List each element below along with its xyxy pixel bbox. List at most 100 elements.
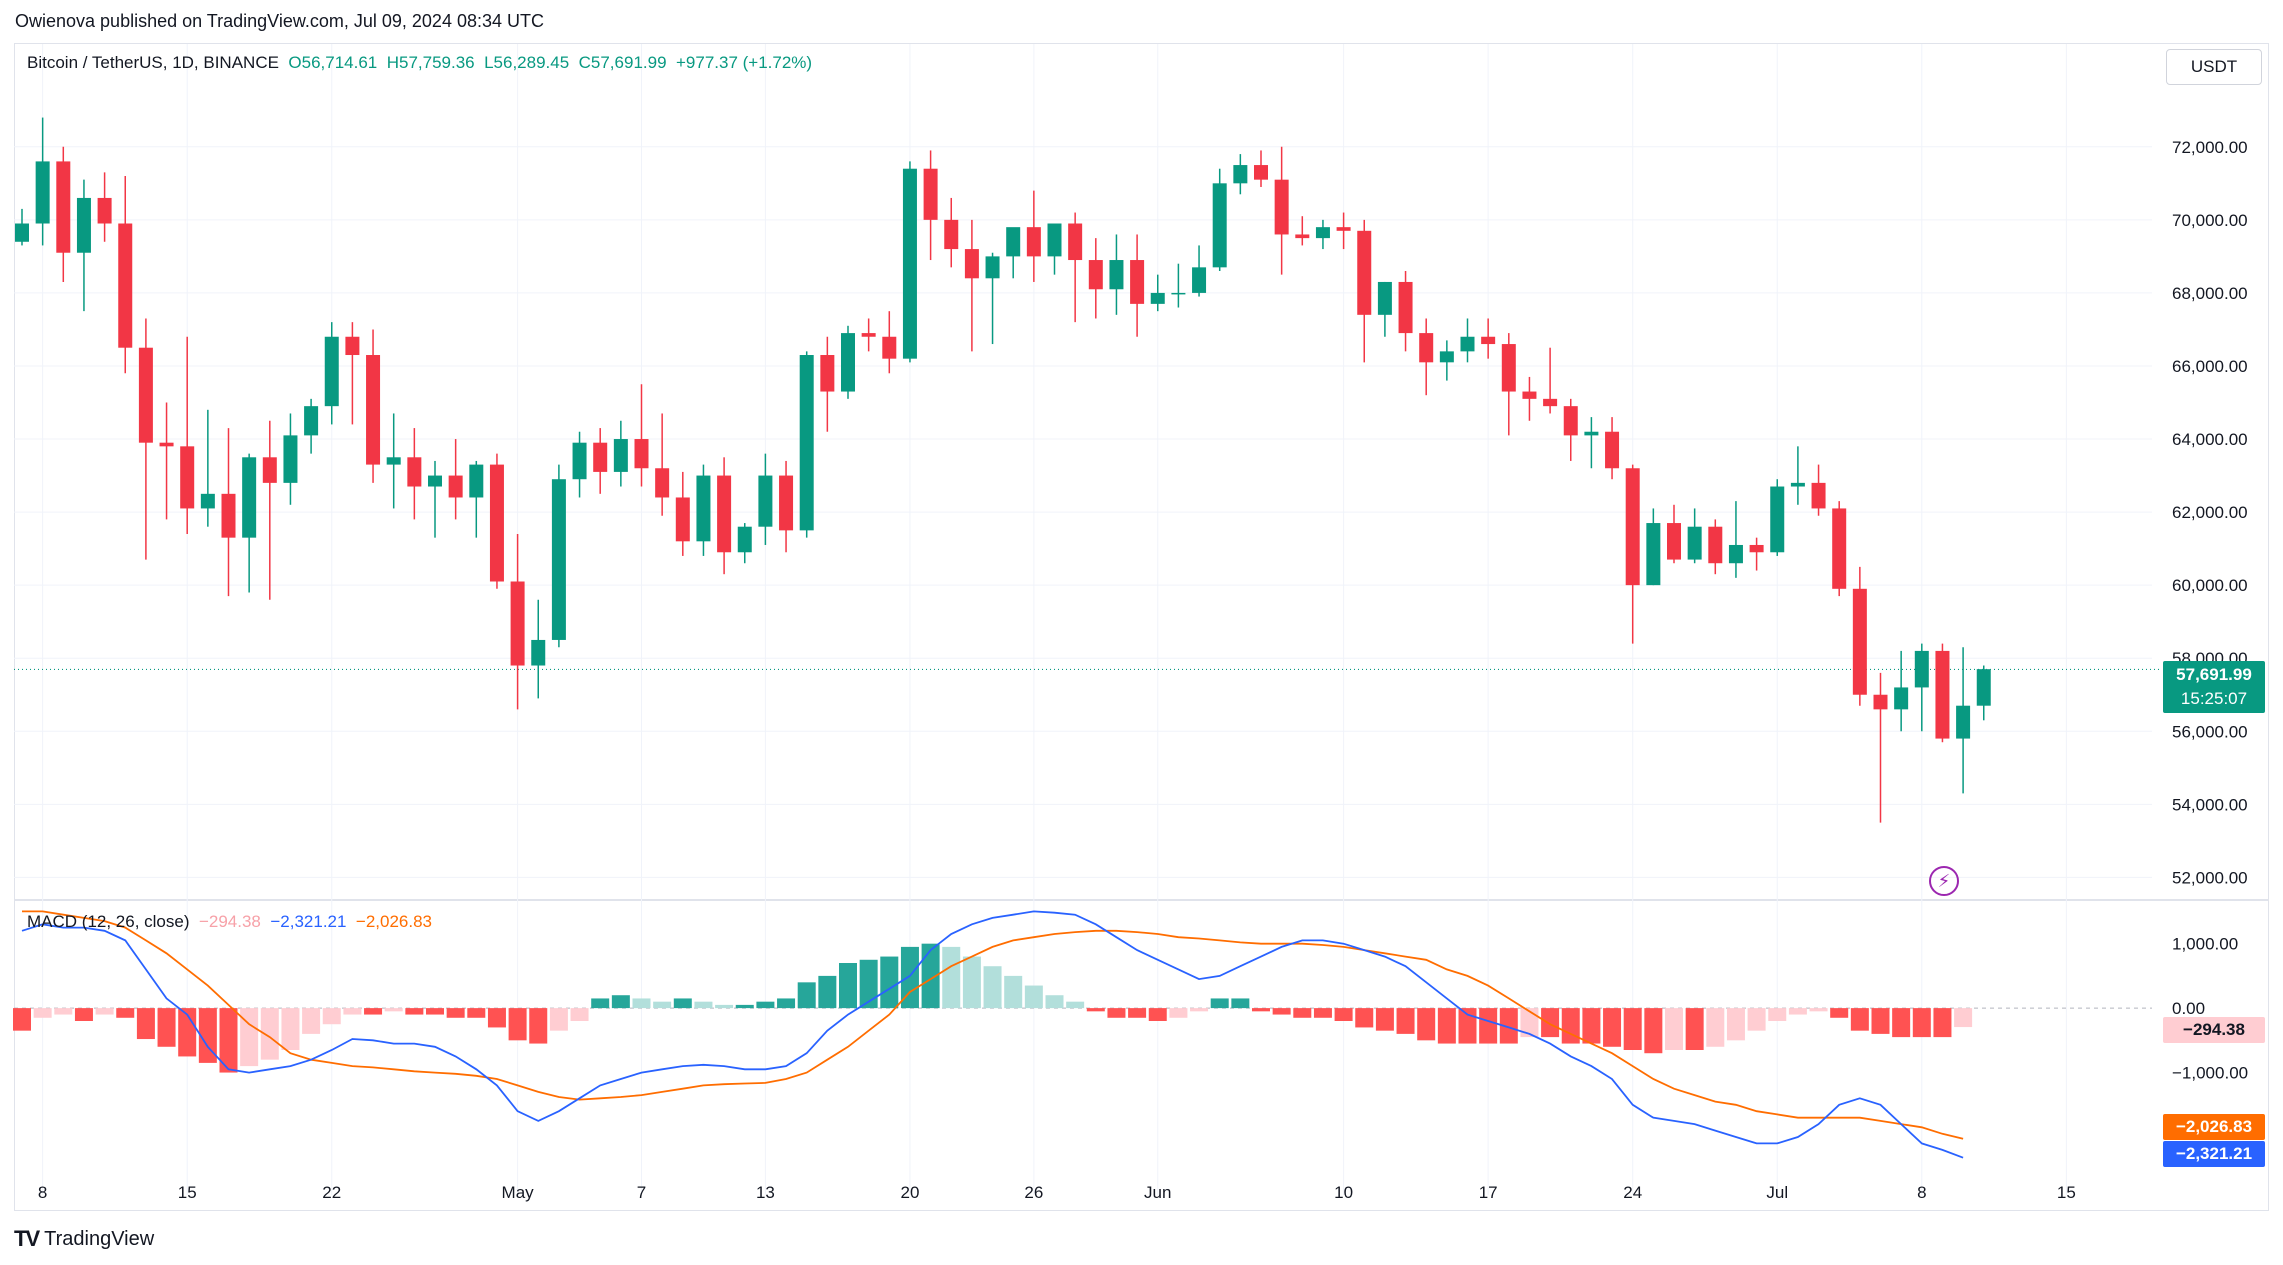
high-value: H57,759.36: [386, 53, 475, 72]
candle-body: [1956, 705, 1971, 739]
candle-body: [324, 336, 339, 407]
candle-body: [1192, 267, 1207, 293]
macd-histogram-bar: [1479, 1008, 1498, 1044]
time-tick-label: 26: [1024, 1183, 1043, 1202]
candle-body: [1501, 344, 1516, 392]
chart-frame[interactable]: [14, 43, 2269, 1211]
candle-body: [634, 439, 649, 469]
macd-histogram-bar: [1644, 1008, 1663, 1054]
macd-histogram-bar: [983, 966, 1002, 1009]
currency-button[interactable]: USDT: [2166, 49, 2262, 85]
macd-histogram-bar: [302, 1008, 321, 1034]
candle-body: [407, 457, 422, 487]
candle-body: [97, 197, 112, 224]
macd-histogram-bar: [962, 956, 981, 1009]
macd-histogram-bar: [694, 1001, 713, 1009]
candle-body: [138, 347, 153, 443]
candle-body: [1109, 260, 1124, 290]
macd-histogram-badge: −294.38: [2163, 1017, 2265, 1043]
candle-body: [1749, 544, 1764, 553]
candle-body: [1315, 227, 1330, 239]
macd-histogram-bar: [1954, 1008, 1973, 1028]
macd-histogram-bar: [281, 1008, 300, 1050]
candle-body: [1006, 227, 1021, 257]
candle-body: [593, 442, 608, 472]
macd-histogram-bar: [426, 1008, 444, 1015]
macd-histogram-bar: [1004, 975, 1023, 1009]
macd-histogram-bar: [95, 1008, 114, 1015]
macd-histogram-bar: [1582, 1008, 1601, 1044]
macd-histogram-bar: [1726, 1008, 1745, 1041]
candle-body: [1728, 544, 1743, 564]
candle-body: [35, 161, 50, 224]
candle-body: [944, 219, 959, 250]
macd-histogram-bar: [839, 963, 857, 1009]
macd-histogram-bar: [1024, 985, 1043, 1009]
price-tick-label: 70,000.00: [2172, 211, 2248, 230]
macd-histogram-bar: [198, 1008, 217, 1063]
candle-body: [1068, 223, 1083, 261]
macd-histogram-bar: [942, 946, 961, 1009]
publisher-caption: Owienova published on TradingView.com, J…: [15, 11, 544, 31]
candle-body: [200, 493, 215, 509]
candle-body: [366, 355, 381, 465]
macd-histogram-bar: [1128, 1008, 1147, 1018]
candle-body: [1790, 482, 1805, 487]
macd-histogram-bar: [673, 998, 692, 1009]
candle-body: [737, 526, 752, 553]
candle-body: [841, 333, 855, 392]
macd-histogram-bar: [1396, 1008, 1415, 1034]
macd-histogram-bar: [1747, 1008, 1766, 1031]
candle-body: [1852, 588, 1867, 695]
macd-histogram-bar: [611, 995, 630, 1009]
macd-histogram-bar: [921, 943, 940, 1009]
symbol-legend: Bitcoin / TetherUS, 1D, BINANCE O56,714.…: [27, 53, 812, 73]
price-tick-label: 52,000.00: [2172, 868, 2248, 887]
macd-histogram-bar: [384, 1008, 403, 1012]
price-tick-label: 66,000.00: [2172, 357, 2248, 376]
macd-histogram-bar: [1850, 1008, 1869, 1031]
lightning-icon[interactable]: ⚡: [1929, 866, 1959, 896]
candle-body: [675, 497, 690, 542]
candle-body: [551, 479, 566, 640]
axis-labels: 72,000.00 70,000.00 68,000.00 66,000.00 64,0…: [38, 138, 2248, 1202]
candle-body: [1605, 431, 1620, 469]
time-tick-label: 13: [756, 1183, 775, 1202]
macd-signal-value: −2,026.83: [355, 912, 433, 931]
candle-body: [1873, 694, 1888, 710]
candle-body: [448, 475, 463, 498]
candle-body: [159, 442, 174, 447]
candle-body: [386, 457, 401, 465]
candle-body: [1295, 234, 1310, 239]
macd-histogram-bar: [859, 959, 878, 1009]
candle-body: [469, 464, 484, 498]
macd-histogram-bar: [777, 998, 796, 1009]
candle-body: [1976, 669, 1991, 706]
macd-histogram-bar: [1375, 1008, 1394, 1031]
time-tick-label: 15: [2057, 1183, 2076, 1202]
candle-body: [799, 355, 814, 531]
macd-histogram-bar: [467, 1008, 486, 1018]
candle-body: [1935, 650, 1950, 739]
macd-histogram-bar: [570, 1008, 589, 1021]
symbol-label: Bitcoin / TetherUS, 1D, BINANCE: [27, 53, 279, 72]
tradingview-logo[interactable]: ТV TradingView: [14, 1226, 154, 1252]
time-tick-label: Jun: [1144, 1183, 1171, 1202]
candle-body: [1130, 260, 1145, 304]
time-tick-label: 22: [322, 1183, 341, 1202]
candle-body: [696, 475, 711, 542]
logo-text: TradingView: [44, 1227, 155, 1250]
macd-line-badge: −2,321.21: [2163, 1141, 2265, 1167]
macd-histogram-bar: [219, 1008, 238, 1073]
macd-histogram-bar: [1458, 1008, 1477, 1044]
time-tick-label: Jul: [1766, 1183, 1788, 1202]
candle-body: [923, 168, 938, 220]
candle-body: [902, 168, 917, 359]
candle-body: [304, 406, 319, 436]
close-value: C57,691.99: [578, 53, 667, 72]
candle-body: [964, 249, 979, 279]
macd-tick-label: 0.00: [2172, 999, 2205, 1018]
price-candles: [15, 117, 1991, 823]
candle-body: [510, 581, 525, 666]
